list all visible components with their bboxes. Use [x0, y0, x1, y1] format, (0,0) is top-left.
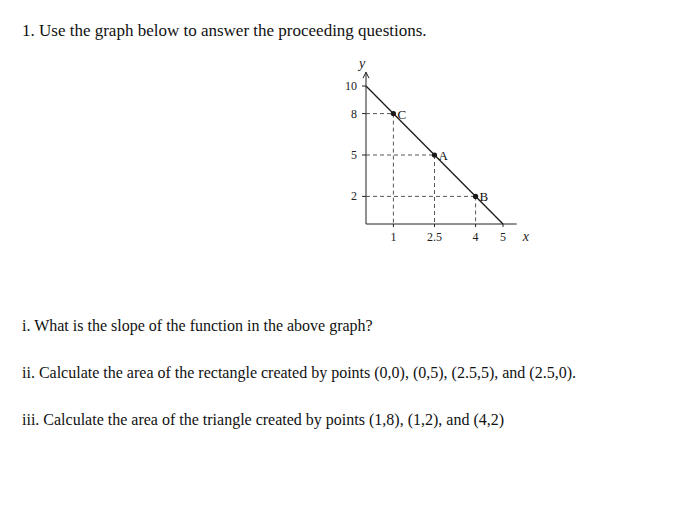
y-tick	[362, 196, 366, 197]
x-tick	[434, 224, 435, 227]
y-tick-label: 2	[351, 189, 357, 203]
y-tick-label: 10	[345, 79, 357, 93]
point	[391, 111, 396, 116]
y-axis-label: y	[357, 56, 366, 71]
point-label: A	[439, 148, 449, 163]
x-axis	[366, 224, 517, 225]
axes: 2 5 8 10 1 2.5 4 5 y x	[345, 56, 530, 244]
question: ii. Calculate the area of the rectangle …	[22, 364, 576, 382]
y-axis-arrow	[363, 72, 369, 78]
x-tick	[393, 224, 394, 227]
guide-horizontal	[366, 155, 435, 156]
y-tick	[362, 113, 366, 114]
guide-horizontal	[366, 196, 476, 197]
x-tick	[503, 224, 504, 227]
guide-vertical	[475, 196, 476, 224]
y-tick-label: 5	[351, 148, 357, 162]
x-tick-label: 4	[473, 230, 479, 244]
question: i. What is the slope of the function in …	[22, 317, 373, 335]
title: 1. Use the graph below to answer the pro…	[22, 21, 427, 40]
x-tick-label: 2.5	[427, 230, 442, 244]
point-label: C	[397, 107, 406, 122]
point-label: B	[480, 189, 489, 204]
x-tick-label: 5	[500, 230, 506, 244]
guide-horizontal	[366, 113, 393, 114]
point	[432, 152, 437, 157]
question: iii. Calculate the area of the triangle …	[22, 411, 504, 429]
x-tick	[475, 224, 476, 227]
x-axis-label: x	[522, 229, 530, 244]
y-tick	[362, 155, 366, 156]
function-line	[366, 86, 503, 224]
y-axis	[366, 72, 367, 224]
guide-vertical	[434, 155, 435, 224]
y-tick	[362, 86, 366, 87]
guide-vertical	[393, 114, 394, 224]
x-tick-label: 1	[390, 230, 396, 244]
y-tick-label: 8	[351, 107, 357, 121]
marks	[366, 86, 503, 224]
point-labels: C A B	[397, 107, 488, 205]
page: 1. Use the graph below to answer the pro…	[0, 0, 700, 507]
point	[473, 194, 478, 199]
